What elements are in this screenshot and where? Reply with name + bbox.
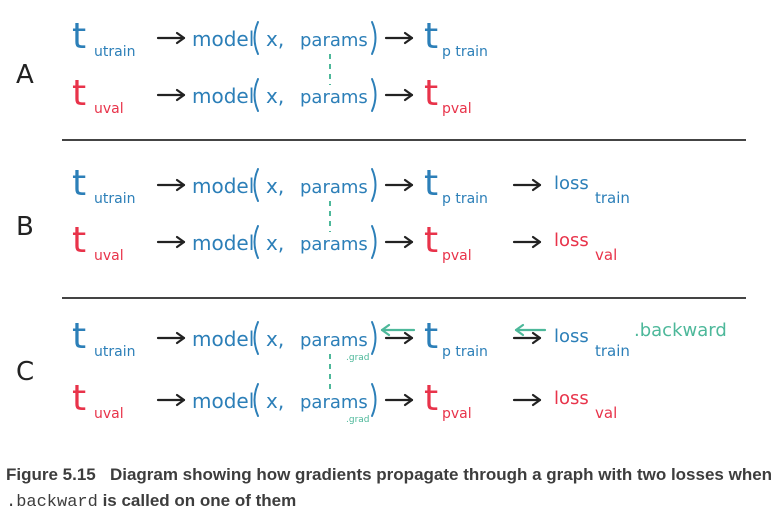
close-paren (371, 321, 377, 355)
input-t-subscript: utrain (94, 191, 135, 207)
caption-text-end: is called on one of them (102, 491, 297, 510)
model-arg-x: x, (266, 231, 284, 255)
open-paren (253, 78, 259, 112)
arrow-icon (384, 331, 414, 345)
arrow-icon (156, 88, 186, 102)
close-paren (371, 78, 377, 112)
loss-subscript: val (595, 246, 617, 264)
loss-subscript: val (595, 404, 617, 422)
arrow-icon (384, 31, 414, 45)
loss-subscript: train (595, 189, 630, 207)
input-t-subscript: uval (94, 406, 124, 422)
input-t: t (72, 378, 86, 419)
arrow-icon (384, 393, 414, 407)
params-grad-label: .grad (346, 353, 370, 363)
input-t: t (72, 16, 86, 57)
input-t-subscript: utrain (94, 344, 135, 360)
input-t: t (72, 220, 86, 261)
model-label: model (192, 231, 254, 255)
output-t: t (424, 316, 438, 357)
output-t: t (424, 378, 438, 419)
output-t-subscript: p train (442, 344, 488, 360)
arrow-icon (512, 178, 542, 192)
arrow-icon (156, 393, 186, 407)
open-paren (253, 168, 259, 202)
output-t-subscript: pval (442, 101, 472, 117)
input-t: t (72, 73, 86, 114)
arrow-icon (512, 393, 542, 407)
arrow-icon (156, 331, 186, 345)
open-paren (253, 225, 259, 259)
arrow-icon (384, 235, 414, 249)
panel-label-c: C (16, 357, 34, 387)
close-paren (371, 383, 377, 417)
input-t-subscript: uval (94, 248, 124, 264)
arrow-icon (156, 178, 186, 192)
model-label: model (192, 84, 254, 108)
model-label: model (192, 27, 254, 51)
caption-text: Diagram showing how gradients propagate … (109, 465, 773, 484)
model-label: model (192, 389, 254, 413)
model-label: model (192, 174, 254, 198)
backward-call-label: .backward (634, 320, 727, 341)
model-arg-x: x, (266, 174, 284, 198)
gradient-arrow-icon (380, 323, 416, 337)
output-t-subscript: p train (442, 44, 488, 60)
output-t: t (424, 16, 438, 57)
model-arg-params: params (300, 234, 368, 255)
arrow-icon (512, 331, 542, 345)
input-t: t (72, 316, 86, 357)
output-t-subscript: p train (442, 191, 488, 207)
loss-label: loss (554, 326, 589, 347)
model-arg-params: params (300, 392, 368, 413)
open-paren (253, 321, 259, 355)
model-arg-params: params (300, 330, 368, 351)
output-t-subscript: pval (442, 248, 472, 264)
output-t-subscript: pval (442, 406, 472, 422)
gradient-arrow-icon (514, 323, 547, 337)
panel-label-a: A (16, 60, 34, 90)
params-grad-label: .grad (346, 415, 370, 425)
figure-caption: Figure 5.15 Diagram showing how gradient… (6, 462, 776, 516)
loss-label: loss (554, 173, 589, 194)
loss-label: loss (554, 388, 589, 409)
close-paren (371, 225, 377, 259)
open-paren (253, 21, 259, 55)
caption-code: .backward (6, 493, 98, 512)
panel-label-b: B (16, 212, 34, 242)
model-arg-params: params (300, 177, 368, 198)
model-label: model (192, 327, 254, 351)
arrow-icon (156, 235, 186, 249)
output-t: t (424, 163, 438, 204)
input-t: t (72, 163, 86, 204)
input-t-subscript: utrain (94, 44, 135, 60)
loss-label: loss (554, 230, 589, 251)
arrow-icon (384, 88, 414, 102)
close-paren (371, 168, 377, 202)
model-arg-params: params (300, 30, 368, 51)
model-arg-x: x, (266, 84, 284, 108)
model-arg-params: params (300, 87, 368, 108)
output-t: t (424, 73, 438, 114)
output-t: t (424, 220, 438, 261)
close-paren (371, 21, 377, 55)
model-arg-x: x, (266, 327, 284, 351)
input-t-subscript: uval (94, 101, 124, 117)
loss-subscript: train (595, 342, 630, 360)
model-arg-x: x, (266, 27, 284, 51)
arrow-icon (512, 235, 542, 249)
arrow-icon (156, 31, 186, 45)
model-arg-x: x, (266, 389, 284, 413)
arrow-icon (384, 178, 414, 192)
open-paren (253, 383, 259, 417)
figure-number: Figure 5.15 (6, 465, 96, 484)
